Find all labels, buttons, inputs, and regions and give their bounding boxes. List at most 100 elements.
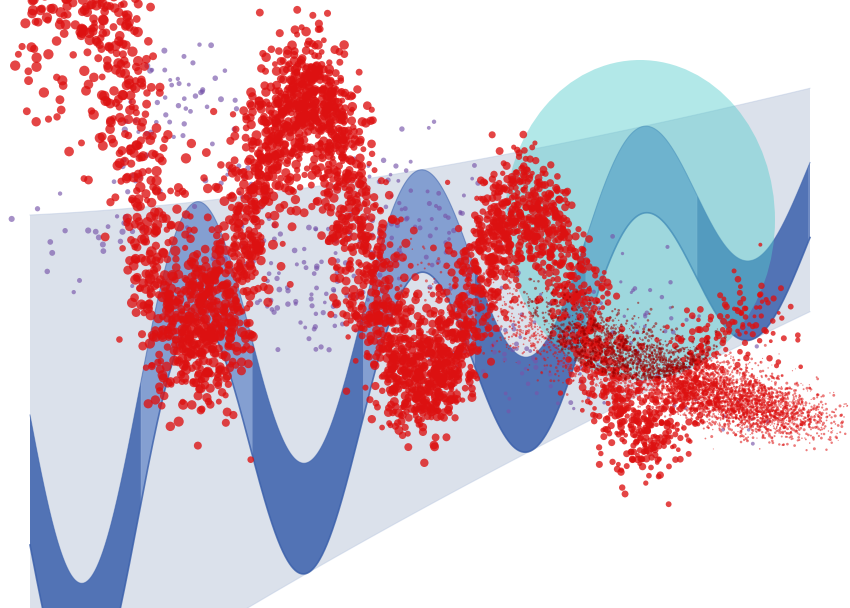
Point	[473, 225, 487, 235]
Point	[663, 362, 677, 372]
Point	[677, 392, 691, 402]
Point	[394, 215, 408, 224]
Point	[734, 390, 747, 399]
Point	[588, 343, 602, 353]
Point	[209, 268, 223, 278]
Point	[683, 383, 697, 393]
Point	[506, 296, 519, 306]
Point	[244, 196, 258, 206]
Point	[737, 385, 751, 395]
Point	[272, 86, 286, 96]
Point	[709, 379, 722, 389]
Point	[222, 293, 235, 303]
Point	[332, 123, 345, 133]
Point	[249, 238, 263, 248]
Point	[817, 405, 830, 415]
Point	[473, 275, 487, 285]
Point	[723, 370, 737, 380]
Point	[81, 47, 94, 57]
Point	[428, 328, 442, 337]
Point	[686, 389, 700, 398]
Point	[507, 313, 521, 322]
Point	[756, 427, 769, 437]
Point	[201, 275, 214, 285]
Point	[737, 368, 751, 378]
Point	[769, 392, 783, 402]
Point	[802, 419, 816, 429]
Point	[212, 320, 226, 330]
Point	[581, 370, 595, 379]
Point	[543, 367, 557, 376]
Point	[688, 367, 701, 377]
Point	[707, 398, 721, 407]
Point	[632, 368, 646, 378]
Point	[224, 299, 238, 309]
Point	[811, 417, 824, 427]
Point	[796, 408, 810, 418]
Point	[612, 385, 626, 395]
Point	[722, 395, 736, 404]
Point	[592, 443, 606, 452]
Point	[333, 103, 347, 112]
Point	[603, 369, 616, 379]
Point	[542, 309, 556, 319]
Point	[584, 369, 598, 379]
Point	[728, 364, 741, 374]
Point	[417, 362, 431, 371]
Point	[82, 175, 95, 185]
Point	[698, 404, 711, 413]
Point	[641, 368, 654, 378]
Point	[612, 323, 626, 333]
Point	[618, 412, 632, 422]
Point	[779, 402, 792, 412]
Point	[678, 408, 692, 418]
Point	[625, 387, 638, 397]
Point	[683, 378, 696, 388]
Point	[118, 129, 132, 139]
Point	[671, 375, 684, 384]
Point	[796, 404, 810, 414]
Point	[713, 401, 727, 410]
Point	[802, 420, 815, 430]
Point	[688, 334, 701, 344]
Point	[273, 203, 286, 213]
Point	[237, 106, 251, 116]
Point	[289, 100, 303, 110]
Point	[158, 286, 172, 296]
Point	[619, 361, 632, 370]
Point	[774, 390, 787, 400]
Point	[304, 122, 318, 132]
Point	[632, 298, 645, 308]
Point	[787, 419, 801, 429]
Point	[353, 67, 366, 77]
Point	[740, 394, 753, 404]
Point	[681, 389, 694, 398]
Point	[444, 373, 457, 382]
Point	[687, 402, 700, 412]
Point	[676, 394, 689, 404]
Point	[713, 393, 727, 402]
Point	[386, 365, 400, 375]
Point	[655, 384, 669, 394]
Point	[548, 236, 562, 246]
Point	[454, 328, 468, 337]
Point	[144, 284, 157, 294]
Point	[834, 410, 847, 420]
Point	[634, 373, 648, 383]
Point	[652, 380, 666, 390]
Point	[680, 363, 694, 373]
Point	[640, 379, 654, 389]
Point	[694, 398, 707, 408]
Point	[632, 359, 645, 369]
Point	[581, 325, 595, 334]
Point	[617, 366, 631, 376]
Point	[728, 382, 741, 392]
Point	[464, 308, 478, 318]
Point	[446, 311, 460, 320]
Point	[523, 199, 536, 209]
Point	[751, 421, 764, 431]
Point	[612, 372, 626, 382]
Point	[758, 416, 772, 426]
Point	[706, 375, 720, 385]
Point	[302, 223, 315, 232]
